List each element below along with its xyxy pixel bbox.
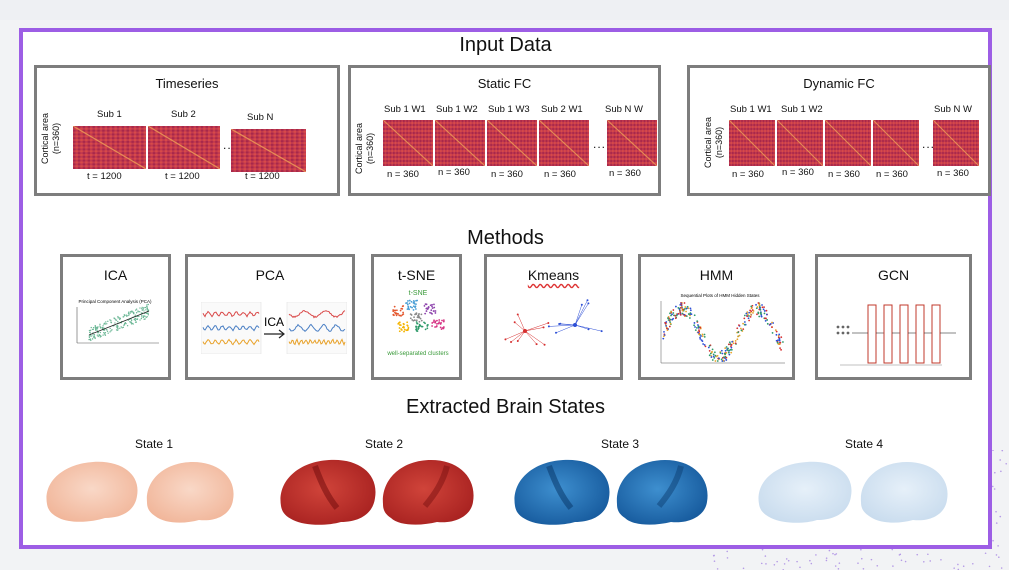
ica-scatter-thumbnail: Principal Component Analysis (PCA) <box>69 297 162 349</box>
state-2-brains <box>280 459 474 525</box>
time-label: t = 1200 <box>165 171 200 182</box>
svg-text:Sequential Plots of HMM Hidden: Sequential Plots of HMM Hidden States <box>680 293 760 298</box>
method-tsne: t-SNE t-SNE well-separated clusters <box>371 254 462 380</box>
n-label: n = 360 <box>782 167 814 178</box>
static-fc-title: Static FC <box>477 76 532 91</box>
hmm-thumbnail: Sequential Plots of HMM Hidden States <box>660 293 785 364</box>
method-label: ICA <box>103 267 128 283</box>
method-label: HMM <box>699 267 734 283</box>
method-label: PCA <box>255 267 285 283</box>
n-label: n = 360 <box>438 167 470 178</box>
svg-text:ICA: ICA <box>264 315 284 329</box>
fc-matrix <box>539 120 589 166</box>
method-label: GCN <box>877 267 910 283</box>
method-label: t-SNE <box>397 267 436 283</box>
n-label: n = 360 <box>828 169 860 180</box>
timeseries-matrix <box>231 129 306 172</box>
gcn-thumbnail <box>836 304 956 366</box>
method-ica: ICA Principal Component Analysis (PCA) <box>60 254 171 380</box>
ellipsis: ... <box>922 137 936 151</box>
fc-matrix <box>383 120 433 166</box>
n-label: n = 360 <box>876 169 908 180</box>
input-data-title: Input Data <box>459 34 552 56</box>
subject-label: Sub N <box>247 112 274 123</box>
extracted-states-title: Extracted Brain States <box>406 396 605 418</box>
fc-matrix <box>487 120 537 166</box>
method-pca: PCA ICA <box>185 254 355 380</box>
fc-matrix <box>435 120 485 166</box>
method-gcn: GCN <box>815 254 972 380</box>
method-hmm: HMM Sequential Plots of HMM Hidden State… <box>638 254 795 380</box>
fc-matrix <box>777 120 823 166</box>
fc-matrix <box>933 120 979 166</box>
window-label: Sub N W <box>605 104 644 115</box>
timeseries-panel: Timeseries Cortical area (n=360) Sub 1 Su… <box>34 65 340 196</box>
state-1-brains <box>46 461 234 523</box>
window-label: Sub 1 W1 <box>384 104 426 115</box>
window-label: Sub 1 W3 <box>488 104 530 115</box>
fc-matrix <box>729 120 775 166</box>
n-label: n = 360 <box>937 168 969 179</box>
state-label: State 4 <box>845 437 884 451</box>
n-label: n = 360 <box>544 169 576 180</box>
timeseries-title: Timeseries <box>155 76 219 91</box>
dynamic-fc-title: Dynamic FC <box>803 76 875 91</box>
methods-title: Methods <box>467 227 544 249</box>
window-label: Sub 1 W2 <box>781 104 823 115</box>
n-label: n = 360 <box>609 168 641 179</box>
n-label: n = 360 <box>732 169 764 180</box>
window-label: Sub 1 W2 <box>436 104 478 115</box>
state-label: State 2 <box>365 437 404 451</box>
n-label: n = 360 <box>491 169 523 180</box>
window-label: Sub N W <box>934 104 973 115</box>
subject-label: Sub 1 <box>97 109 122 120</box>
figure-frame: Input Data Timeseries Cortical area (n=36… <box>19 28 992 549</box>
fc-matrix <box>825 120 871 166</box>
dynamic-fc-axis-label: Cortical area (n=360) <box>703 116 724 168</box>
method-kmeans: Kmeans <box>484 254 623 380</box>
subject-label: Sub 2 <box>171 109 196 120</box>
state-label: State 3 <box>601 437 640 451</box>
state-3-brains <box>514 459 708 525</box>
method-label: Kmeans <box>527 267 580 283</box>
pca-signal-thumbnail: ICA <box>201 302 347 354</box>
window-label: Sub 2 W1 <box>541 104 583 115</box>
tsne-cluster-thumbnail: t-SNE well-separated clusters <box>386 290 448 357</box>
svg-text:Principal Component Analysis (: Principal Component Analysis (PCA) <box>78 299 152 304</box>
n-label: n = 360 <box>387 169 419 180</box>
time-label: t = 1200 <box>87 171 122 182</box>
kmeans-thumbnail <box>504 299 603 346</box>
svg-text:well-separated clusters: well-separated clusters <box>386 351 448 357</box>
fc-matrix <box>873 120 919 166</box>
timeseries-axis-label: Cortical area (n=360) <box>40 112 61 164</box>
timeseries-matrix <box>148 126 220 169</box>
state-label: State 1 <box>135 437 174 451</box>
static-fc-axis-label: Cortical area (n=360) <box>354 122 375 174</box>
ellipsis: ... <box>593 137 607 151</box>
top-strip <box>0 0 1009 20</box>
time-label: t = 1200 <box>245 171 280 182</box>
static-fc-panel: Static FC Cortical area (n=360) Sub 1 W1 … <box>348 65 661 196</box>
timeseries-matrix <box>73 126 146 169</box>
window-label: Sub 1 W1 <box>730 104 772 115</box>
svg-text:t-SNE: t-SNE <box>409 290 428 297</box>
state-4-brains <box>758 461 948 523</box>
fc-matrix <box>607 120 657 166</box>
dynamic-fc-panel: Dynamic FC Cortical area (n=360) Sub 1 W1… <box>687 65 991 196</box>
